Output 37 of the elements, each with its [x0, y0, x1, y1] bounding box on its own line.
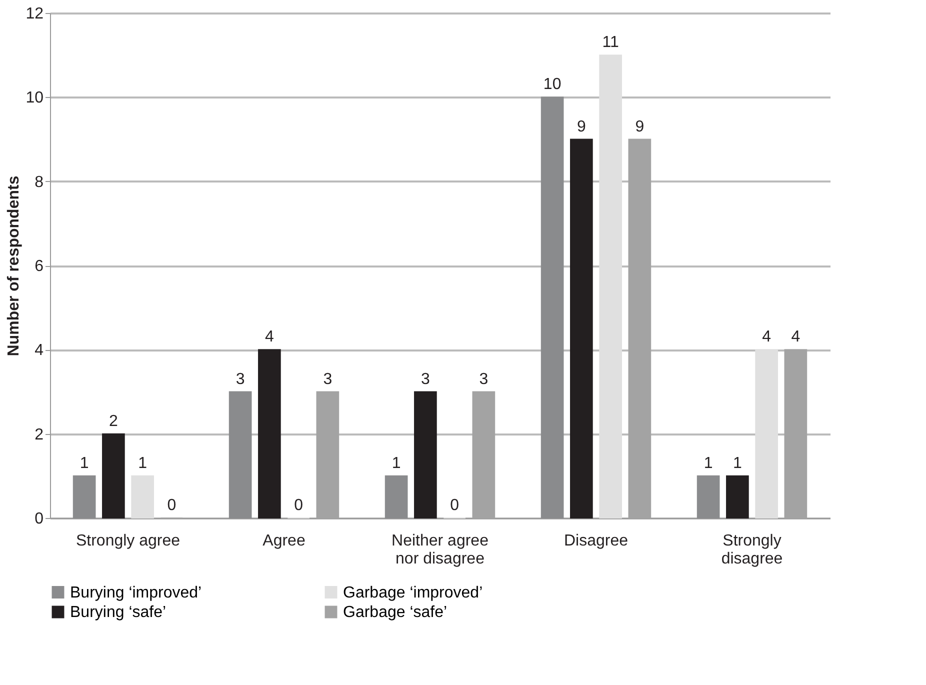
data-label: 0 — [167, 497, 176, 514]
y-tick-label: 10 — [26, 90, 44, 107]
data-label: 1 — [80, 454, 89, 472]
x-tick-label: Strongly agree — [76, 532, 180, 550]
data-label: 4 — [762, 328, 772, 346]
data-label: 10 — [543, 76, 562, 94]
y-tick-label: 12 — [26, 6, 44, 22]
data-label: 3 — [420, 370, 430, 388]
data-label: 0 — [294, 497, 304, 514]
data-label: 4 — [264, 328, 274, 346]
legend-label: Burying ‘improved’ — [70, 584, 202, 602]
data-label: 1 — [392, 454, 401, 472]
legend-label: Burying ‘safe’ — [70, 604, 166, 621]
x-tick-label: Neither agree nor disagree — [392, 532, 489, 568]
data-label: 11 — [602, 34, 619, 52]
data-label: 9 — [635, 118, 644, 136]
data-label: 4 — [791, 328, 800, 346]
data-label: 2 — [108, 412, 118, 430]
data-label: 3 — [479, 370, 488, 388]
data-label: 1 — [138, 454, 148, 472]
y-tick-label: 6 — [34, 258, 44, 275]
data-label: 1 — [732, 454, 742, 472]
data-label: 0 — [450, 497, 460, 514]
data-label: 3 — [236, 370, 245, 388]
y-tick-label: 8 — [34, 174, 44, 191]
legend-label: Garbage ‘improved’ — [343, 584, 483, 602]
x-tick-label: Agree — [262, 532, 306, 550]
data-label: 1 — [704, 454, 713, 472]
x-tick-label: Disagree — [564, 532, 628, 550]
y-axis-title: Number of respondents — [6, 176, 23, 356]
legend-label: Garbage ‘safe’ — [343, 604, 448, 621]
y-tick-label: 0 — [34, 510, 44, 528]
y-tick-label: 2 — [34, 426, 44, 444]
data-label: 9 — [576, 118, 586, 136]
x-tick-label: Strongly disagree — [721, 532, 783, 568]
y-tick-label: 4 — [34, 342, 44, 360]
data-label: 3 — [323, 370, 332, 388]
